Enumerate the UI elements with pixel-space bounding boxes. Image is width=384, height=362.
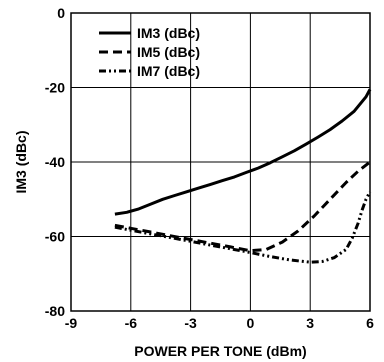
series-line-im5	[114, 160, 371, 253]
x-tick-label: 6	[366, 315, 374, 331]
y-tick-label: -60	[45, 229, 65, 245]
x-tick-label: -3	[184, 315, 197, 331]
series-layer	[114, 88, 372, 264]
legend-label: IM5 (dBc)	[137, 44, 200, 60]
y-tick-label: -80	[45, 303, 65, 319]
x-tick-label: 3	[306, 315, 314, 331]
y-tick-label: -20	[45, 80, 65, 96]
series-line-im3	[114, 88, 372, 216]
y-tick-label: -40	[45, 154, 65, 170]
x-tick-label: -6	[125, 315, 138, 331]
legend-label: IM7 (dBc)	[137, 63, 200, 79]
x-axis-title: POWER PER TONE (dBm)	[134, 343, 306, 359]
legend: IM3 (dBc) IM5 (dBc) IM7 (dBc)	[99, 25, 200, 79]
y-tick-label: 0	[57, 5, 65, 21]
series-line-im7	[114, 191, 372, 264]
x-tick-label: -9	[65, 315, 78, 331]
tick-layer: -9 -6 -3 0 3 6 0 -20 -40 -60 -80	[45, 5, 374, 331]
plot-frame	[70, 12, 371, 312]
x-tick-label: 0	[247, 315, 255, 331]
legend-label: IM3 (dBc)	[137, 25, 200, 41]
y-axis-title: IM3 (dBc)	[13, 131, 29, 194]
grid-layer	[71, 13, 370, 311]
